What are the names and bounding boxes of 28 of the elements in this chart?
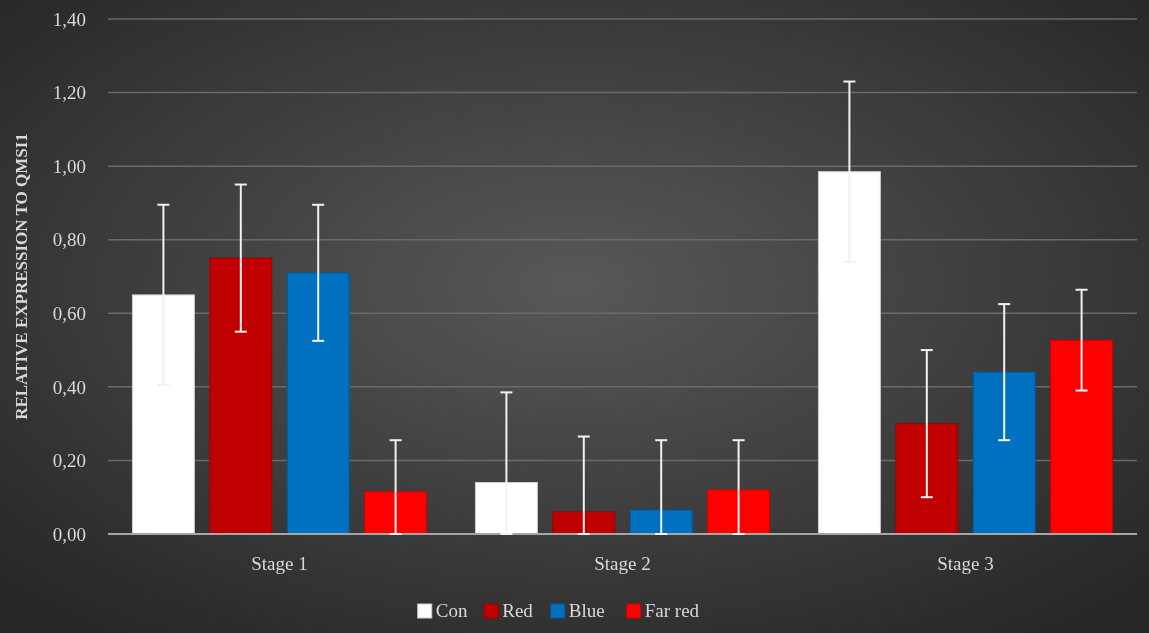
y-tick-label: 0,80 [52,229,86,251]
bar [209,257,273,535]
x-tick-label: Stage 3 [937,553,994,574]
y-tick-label: 1,20 [52,82,86,104]
bar [629,509,693,535]
y-tick-label: 0,40 [52,376,86,398]
x-tick-label: Stage 1 [251,553,308,574]
bar [552,511,616,535]
y-tick-label: 0,60 [52,302,86,324]
y-tick-label: 0,00 [52,523,86,545]
bar [131,294,195,535]
bar [707,489,771,535]
y-tick-label: 1,40 [52,8,86,30]
bar [286,272,350,535]
y-axis-title: RELATIVE EXPRESSION TO QMSI1 [12,133,31,420]
legend-label: Blue [568,600,605,621]
x-tick-label: Stage 2 [594,553,651,574]
legend-label: Far red [644,600,700,621]
bar [474,482,538,535]
bar [1050,339,1114,535]
legend-label: Red [502,600,534,621]
bar [364,491,428,535]
bar [972,371,1036,535]
legend-label: Con [435,600,468,621]
bar [895,423,959,535]
bar [817,171,881,535]
y-tick-label: 1,00 [52,155,86,177]
y-tick-label: 0,20 [52,450,86,472]
